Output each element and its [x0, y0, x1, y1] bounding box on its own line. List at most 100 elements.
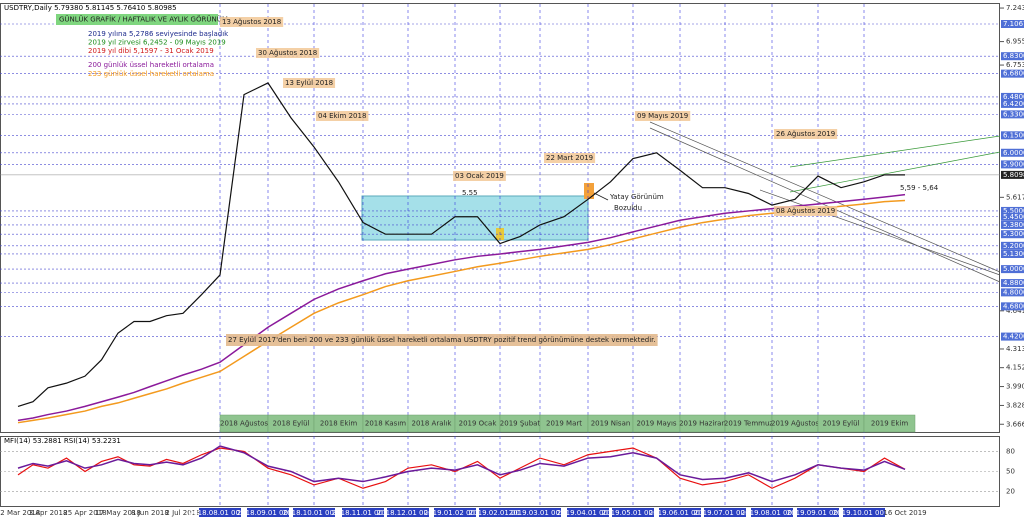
y-tick-label: 4.15290 — [1006, 364, 1024, 372]
note-bg — [226, 334, 658, 346]
period-label: 2019 Ocak — [459, 420, 498, 428]
annotation: 08 Ağustos 2019 — [776, 207, 835, 215]
level-label: 6.68000 — [1003, 70, 1024, 78]
indicator-tick-label: 80 — [1006, 447, 1015, 455]
annotation: Bozuldu — [614, 204, 642, 212]
chart-title: USDTRY,Daily 5.79380 5.81145 5.76410 5.8… — [4, 4, 177, 12]
level-label-bg — [1001, 265, 1024, 274]
annotation: 09 Mayıs 2019 — [637, 112, 688, 120]
level-label-bg — [1001, 230, 1024, 239]
x-tick-label: 8 Jun 2018 — [131, 509, 169, 517]
x-label-bg — [479, 508, 521, 517]
annotation-arrow — [593, 192, 609, 201]
series-line — [17, 82, 906, 407]
level-label: 4.42000 — [1003, 333, 1024, 341]
x-tick-label: 2019.01.02 00:00 — [424, 509, 486, 517]
annotation: 26 Ağustos 2019 — [776, 130, 835, 138]
x-tick-label: 17 May 2018 — [95, 509, 141, 517]
x-tick-label: 16 Oct 2019 — [883, 509, 926, 517]
level-label-bg — [1001, 241, 1024, 250]
annotation: Yatay Görünüm — [609, 193, 664, 201]
y-tick-label: 3.99060 — [1006, 383, 1024, 391]
level-label: 6.33000 — [1003, 110, 1024, 118]
level-label: 5.20000 — [1003, 242, 1024, 250]
x-label-bg — [519, 508, 561, 517]
x-tick-label: 2019.08.01 00:00 — [741, 509, 803, 517]
level-label-bg — [1001, 302, 1024, 311]
period-label: 2019 Temmuz — [724, 420, 774, 428]
annotation: 13 Ağustos 2018 — [222, 18, 281, 26]
series-line — [17, 447, 906, 489]
level-label-bg — [1001, 332, 1024, 341]
trend-line — [649, 127, 1001, 283]
level-label-bg — [1001, 19, 1024, 28]
info-title: GÜNLÜK GRAFİK / HAFTALIK VE AYLIK GÖRÜNÜ… — [59, 15, 228, 24]
last-price-label: 5.80985 — [1003, 171, 1024, 179]
series-line — [17, 193, 906, 422]
annotation-bg — [774, 206, 838, 216]
trend-line — [759, 189, 1001, 276]
y-tick-label: 3.66660 — [1006, 420, 1024, 428]
indicator-tick-label: 50 — [1006, 468, 1015, 476]
period-label: 2018 Eylül — [273, 420, 310, 428]
period-label: 2019 Mayıs — [636, 420, 676, 428]
level-label-bg — [1001, 148, 1024, 157]
level-label-bg — [1001, 249, 1024, 258]
level-label: 7.10670 — [1003, 20, 1024, 28]
x-label-bg — [797, 508, 839, 517]
x-tick-label: 2019.10.01 00:00 — [833, 509, 895, 517]
x-tick-label: 3 Apr 2018 — [29, 509, 68, 517]
annotation-bg — [220, 17, 284, 27]
series-line — [17, 445, 906, 483]
x-label-bg — [434, 508, 476, 517]
period-label: 2018 Ağustos — [220, 420, 268, 428]
x-tick-label: 2019.02.01 00:00 — [469, 509, 531, 517]
x-tick-label: 2019.04.01 00:00 — [557, 509, 619, 517]
x-tick-label: 2019.09.01 00:00 — [787, 509, 849, 517]
level-label: 5.90000 — [1003, 160, 1024, 168]
level-label-bg — [1001, 99, 1024, 108]
info-line: 200 günlük üssel hareketli ortalama — [88, 61, 214, 69]
x-label-bg — [612, 508, 654, 517]
x-label-bg — [342, 508, 384, 517]
x-tick-label: 2018.09.01 00:00 — [237, 509, 299, 517]
level-label: 6.00000 — [1003, 149, 1024, 157]
period-label: 2019 Mart — [546, 420, 582, 428]
level-label-bg — [1001, 206, 1024, 215]
break-marker — [584, 183, 594, 199]
level-label: 6.15000 — [1003, 131, 1024, 139]
level-label-bg — [1001, 69, 1024, 78]
x-tick-label: 2019.05.01 00:00 — [602, 509, 664, 517]
x-tick-label: 2018.08.01 00:00 — [189, 509, 251, 517]
y-tick-label: 5.61700 — [1006, 193, 1024, 201]
info-line: 233 günlük üssel hareketli ortalama — [88, 70, 214, 78]
period-label: 2019 Haziran — [679, 420, 726, 428]
level-label: 5.30000 — [1003, 230, 1024, 238]
level-label: 5.38000 — [1003, 221, 1024, 229]
annotation: 22 Mart 2019 — [546, 154, 593, 162]
level-label-bg — [1001, 110, 1024, 119]
level-label-bg — [1001, 220, 1024, 229]
y-tick-label: 6.75380 — [1006, 61, 1024, 69]
period-label: 2018 Aralık — [412, 420, 453, 428]
level-label: 6.83000 — [1003, 52, 1024, 60]
info-line: 2019 yıl dibi 5,1597 - 31 Ocak 2019 — [88, 47, 214, 55]
annotation: 04 Ekim 2018 — [318, 112, 366, 120]
level-label-bg — [1001, 279, 1024, 288]
level-label-bg — [1001, 52, 1024, 61]
x-label-bg — [704, 508, 746, 517]
annotation-bg — [256, 48, 320, 58]
level-label-bg — [1001, 92, 1024, 101]
y-tick-label: 4.64150 — [1006, 307, 1024, 315]
trend-line — [789, 135, 1001, 168]
annotation: 5.55 — [462, 189, 478, 197]
y-tick-label: 7.24380 — [1006, 4, 1024, 12]
x-tick-label: 12 Mar 2018 — [0, 509, 40, 517]
period-label: 2018 Kasım — [365, 420, 406, 428]
indicator-tick-label: 20 — [1006, 488, 1015, 496]
x-label-bg — [387, 508, 429, 517]
level-label-bg — [1001, 212, 1024, 221]
note: 27 Eylül 2017'den beri 200 ve 233 günlük… — [228, 336, 656, 344]
range-box — [361, 195, 589, 241]
